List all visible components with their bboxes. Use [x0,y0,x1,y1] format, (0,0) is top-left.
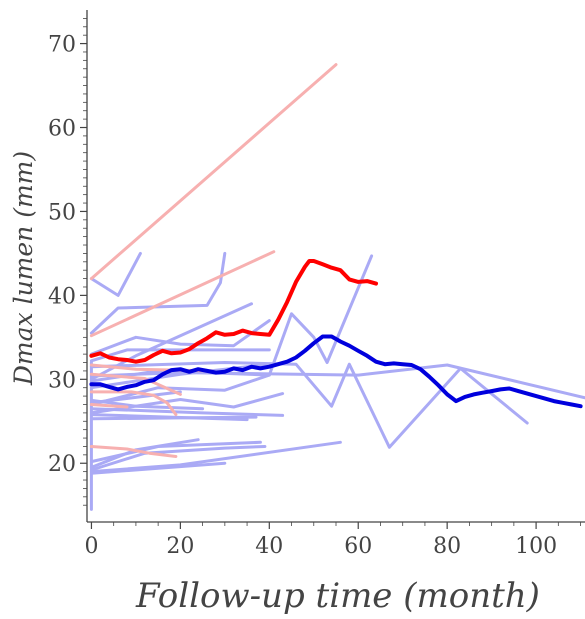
individual-patient-lines [91,65,585,510]
patient-line-blue-1 [91,253,224,333]
x-tick-label-100: 100 [515,534,557,559]
y-axis-title: Dmax lumen (mm) [9,151,38,386]
x-tick-label-80: 80 [433,534,461,559]
y-tick-label-30: 30 [48,368,76,393]
y-tick-label-60: 60 [48,117,76,142]
patient-line-red-0 [91,65,336,279]
x-axis-title: Follow-up time (month) [135,576,540,616]
x-tick-label-20: 20 [166,534,194,559]
x-tick-label-40: 40 [255,534,283,559]
tick-labels: 20 30 40 50 60 70 0 20 40 60 80 100 [48,33,557,559]
y-tick-label-50: 50 [48,200,76,225]
y-tick-label-40: 40 [48,284,76,309]
x-tick-label-0: 0 [84,534,98,559]
summary-lines [91,261,580,406]
y-tick-label-70: 70 [48,33,76,58]
x-tick-label-60: 60 [344,534,372,559]
y-tick-label-20: 20 [48,452,76,477]
patient-line-blue-0 [91,253,140,295]
